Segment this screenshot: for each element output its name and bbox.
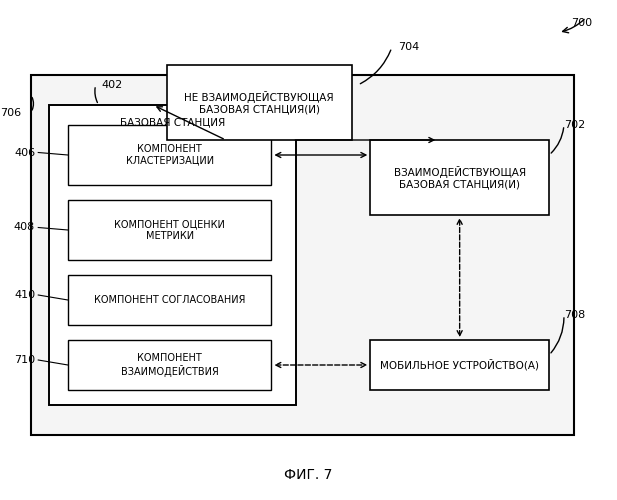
Text: 706: 706: [1, 108, 22, 118]
Bar: [49, 105, 296, 405]
Text: 710: 710: [14, 355, 35, 365]
Bar: [68, 200, 271, 260]
Text: КОМПОНЕНТ СОГЛАСОВАНИЯ: КОМПОНЕНТ СОГЛАСОВАНИЯ: [94, 295, 246, 305]
Bar: [68, 275, 271, 325]
Bar: [167, 65, 352, 140]
Text: КОМПОНЕНТ ОЦЕНКИ
МЕТРИКИ: КОМПОНЕНТ ОЦЕНКИ МЕТРИКИ: [114, 219, 225, 241]
Text: БАЗОВАЯ СТАНЦИЯ: БАЗОВАЯ СТАНЦИЯ: [120, 118, 225, 128]
Bar: [31, 75, 574, 435]
Text: 410: 410: [14, 290, 35, 300]
Text: 402: 402: [102, 80, 123, 90]
Text: КОМПОНЕНТ
КЛАСТЕРИЗАЦИИ: КОМПОНЕНТ КЛАСТЕРИЗАЦИИ: [126, 144, 213, 166]
Bar: [370, 340, 549, 390]
Text: 708: 708: [565, 310, 586, 320]
Text: НЕ ВЗАИМОДЕЙСТВУЮЩАЯ
БАЗОВАЯ СТАНЦИЯ(И): НЕ ВЗАИМОДЕЙСТВУЮЩАЯ БАЗОВАЯ СТАНЦИЯ(И): [184, 90, 334, 114]
Bar: [370, 140, 549, 215]
Text: 406: 406: [14, 148, 35, 158]
Bar: [68, 340, 271, 390]
Text: ФИГ. 7: ФИГ. 7: [284, 468, 333, 482]
Text: МОБИЛЬНОЕ УСТРОЙСТВО(А): МОБИЛЬНОЕ УСТРОЙСТВО(А): [380, 359, 539, 371]
Text: 704: 704: [398, 42, 419, 52]
Text: КЛАСТЕР: КЛАСТЕР: [276, 90, 328, 100]
Text: 702: 702: [565, 120, 586, 130]
Bar: [68, 125, 271, 185]
Text: КОМПОНЕНТ
ВЗАИМОДЕЙСТВИЯ: КОМПОНЕНТ ВЗАИМОДЕЙСТВИЯ: [121, 353, 218, 377]
Text: 700: 700: [571, 18, 592, 28]
Text: 408: 408: [14, 222, 35, 232]
Text: ВЗАИМОДЕЙСТВУЮЩАЯ
БАЗОВАЯ СТАНЦИЯ(И): ВЗАИМОДЕЙСТВУЮЩАЯ БАЗОВАЯ СТАНЦИЯ(И): [394, 166, 526, 190]
